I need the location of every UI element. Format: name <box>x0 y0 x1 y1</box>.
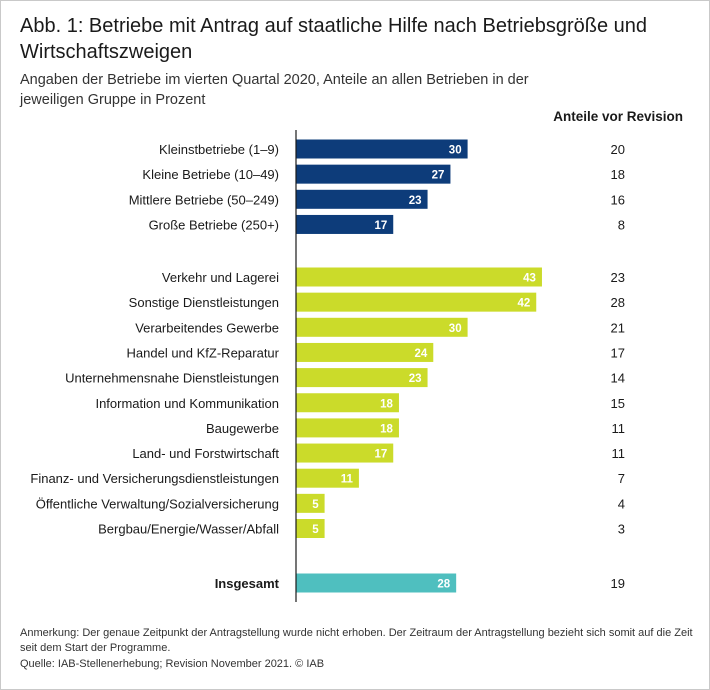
bar <box>296 418 399 438</box>
revision-value: 21 <box>611 320 625 335</box>
bar-value-label: 23 <box>409 373 422 385</box>
bar-value-label: 24 <box>414 348 427 360</box>
category-label: Insgesamt <box>215 576 280 591</box>
revision-value: 17 <box>611 345 625 360</box>
revision-column-header: Anteile vor Revision <box>553 109 683 124</box>
category-label: Öffentliche Verwaltung/Sozialversicherun… <box>36 496 279 511</box>
bar-value-label: 5 <box>312 499 319 511</box>
category-label: Handel und KfZ-Reparatur <box>127 345 280 360</box>
bar-value-label: 42 <box>517 298 530 310</box>
bar-value-label: 27 <box>432 170 445 182</box>
chart-note: Anmerkung: Der genaue Zeitpunkt der Antr… <box>20 627 693 654</box>
bar-value-label: 18 <box>380 423 393 435</box>
bar <box>296 214 394 234</box>
bar <box>296 468 359 488</box>
bar-value-label: 30 <box>449 323 462 335</box>
revision-value: 18 <box>611 167 625 182</box>
revision-value: 3 <box>618 522 625 537</box>
bar-value-label: 30 <box>449 145 462 157</box>
category-label: Unternehmensnahe Dienstleistungen <box>65 371 279 386</box>
bar <box>296 342 434 362</box>
revision-value: 20 <box>611 142 625 157</box>
category-label: Verkehr und Lagerei <box>162 270 279 285</box>
chart-source: Quelle: IAB-Stellenerhebung; Revision No… <box>20 658 325 670</box>
revision-value: 11 <box>612 446 626 461</box>
revision-value: 4 <box>618 496 625 511</box>
revision-value: 11 <box>612 421 626 436</box>
bar <box>296 164 451 184</box>
category-label: Baugewerbe <box>206 421 279 436</box>
bar <box>296 189 428 209</box>
chart-title: Abb. 1: Betriebe mit Antrag auf staatlic… <box>20 15 648 63</box>
bar <box>296 493 325 513</box>
bar-value-label: 5 <box>312 524 319 536</box>
category-label: Sonstige Dienstleistungen <box>129 295 279 310</box>
revision-value: 19 <box>611 576 625 591</box>
chart-subtitle: Angaben der Betriebe im vierten Quartal … <box>20 72 529 108</box>
revision-value: 28 <box>611 295 625 310</box>
category-label: Große Betriebe (250+) <box>149 217 279 232</box>
category-label: Kleinstbetriebe (1–9) <box>159 142 279 157</box>
category-label: Land- und Forstwirtschaft <box>132 446 279 461</box>
bar <box>296 519 325 538</box>
bar-value-label: 18 <box>380 398 393 410</box>
category-label: Bergbau/Energie/Wasser/Abfall <box>98 522 279 537</box>
bar-value-label: 17 <box>374 449 387 461</box>
bar-value-label: 28 <box>437 579 450 591</box>
bar <box>296 368 428 388</box>
category-label: Information und Kommunikation <box>95 396 279 411</box>
bar <box>296 267 542 287</box>
revision-value: 8 <box>618 217 625 232</box>
bar <box>296 573 457 593</box>
bar <box>296 317 468 337</box>
revision-value: 7 <box>618 471 625 486</box>
revision-value: 15 <box>611 396 625 411</box>
bar <box>296 443 394 463</box>
bar <box>296 292 537 312</box>
category-label: Kleine Betriebe (10–49) <box>142 167 279 182</box>
category-label: Finanz- und Versicherungsdienstleistunge… <box>30 471 279 486</box>
bar-value-label: 43 <box>523 273 536 285</box>
bar-value-label: 23 <box>409 195 422 207</box>
revision-value: 16 <box>611 192 625 207</box>
category-label: Mittlere Betriebe (50–249) <box>129 192 279 207</box>
bar-value-label: 17 <box>374 220 387 232</box>
bar <box>296 393 399 413</box>
revision-value: 14 <box>611 371 625 386</box>
bar <box>296 139 468 159</box>
revision-value: 23 <box>611 270 625 285</box>
category-label: Verarbeitendes Gewerbe <box>135 320 279 335</box>
bar-value-label: 11 <box>341 474 354 486</box>
